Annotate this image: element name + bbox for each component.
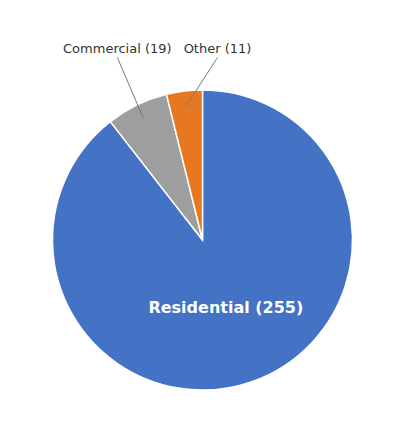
slice-label: Other (11)	[184, 41, 252, 56]
leader-line	[117, 58, 143, 119]
slice-label: Residential (255)	[148, 298, 303, 317]
chart: Residential (255) Commercial (19) Other (1…	[0, 0, 405, 426]
slices	[53, 90, 353, 390]
slice	[53, 90, 353, 390]
slice	[166, 90, 202, 240]
slice-label: Commercial (19)	[63, 41, 172, 56]
leader-line	[186, 58, 217, 106]
labels: Residential (255) Commercial (19) Other (1…	[63, 41, 303, 317]
